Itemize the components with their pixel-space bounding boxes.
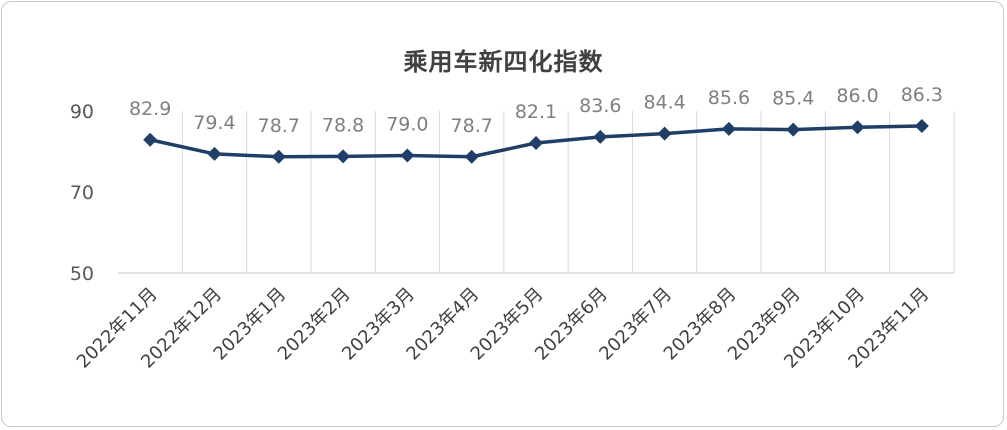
y-tick-label: 90 [70, 101, 94, 123]
data-point-marker [271, 149, 286, 164]
data-label: 82.1 [515, 101, 557, 123]
data-point-marker [657, 126, 672, 141]
data-point-marker [914, 118, 929, 133]
data-label: 86.0 [836, 85, 878, 107]
data-labels: 82.9 79.4 78.7 78.8 79.0 78.7 82.1 83.6 84.4 85.6… [129, 84, 943, 137]
data-label: 84.4 [643, 92, 685, 114]
data-point-marker [529, 135, 543, 150]
y-tick-labels: 50 70 90 [70, 101, 94, 285]
data-label: 85.4 [772, 88, 814, 110]
data-point-marker [143, 132, 158, 147]
data-label: 83.6 [579, 95, 621, 117]
y-tick-label: 50 [70, 263, 94, 285]
data-point-marker [400, 148, 415, 163]
data-label: 82.9 [129, 98, 171, 120]
data-point-marker [850, 120, 865, 135]
data-point-marker [464, 149, 479, 164]
y-tick-label: 70 [70, 182, 94, 204]
data-point-marker [593, 129, 608, 144]
data-point-marker [786, 122, 801, 137]
data-point-marker [721, 121, 736, 136]
data-label: 79.4 [193, 112, 235, 134]
data-label: 78.8 [322, 114, 364, 136]
x-tick-labels: 2022年11月2022年12月2023年1月2023年2月2023年3月202… [73, 284, 934, 373]
data-label: 85.6 [708, 87, 750, 109]
data-point-marker [336, 149, 351, 164]
gridlines [181, 111, 955, 273]
data-label: 86.3 [901, 84, 943, 106]
chart-title: 乘用车新四化指数 [403, 48, 604, 76]
data-label: 79.0 [386, 114, 428, 136]
data-label: 78.7 [258, 115, 300, 137]
data-points [143, 118, 929, 164]
data-label: 78.7 [451, 115, 493, 137]
data-point-marker [207, 146, 222, 161]
